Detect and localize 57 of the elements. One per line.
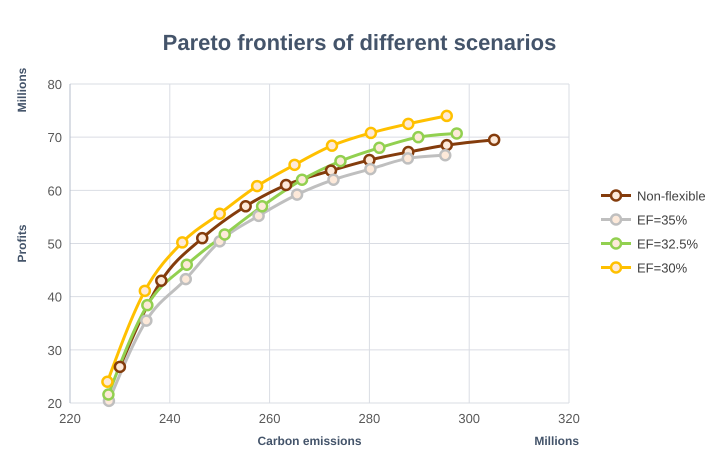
x-axis-title: Carbon emissions: [257, 434, 362, 448]
point: [252, 210, 265, 222]
x-tick-label: 260: [258, 411, 280, 426]
point: [296, 173, 308, 186]
point: [290, 188, 304, 201]
point: [450, 127, 463, 140]
point: [176, 236, 189, 249]
point: [140, 314, 153, 327]
y-tick-label: 20: [48, 396, 62, 411]
point: [440, 110, 453, 122]
point: [138, 284, 152, 298]
point: [439, 148, 452, 162]
x-tick-label: 220: [59, 411, 81, 426]
y-tick-label: 30: [48, 342, 62, 358]
point: [180, 258, 194, 272]
point: [180, 272, 192, 286]
point: [218, 228, 231, 241]
point: [114, 360, 126, 374]
chart-title: Pareto frontiers of different scenarios: [162, 30, 556, 55]
point: [102, 388, 115, 401]
point: [155, 274, 168, 287]
y-tick-label: 50: [48, 236, 62, 252]
x-tick-label: 320: [558, 411, 580, 426]
point: [327, 173, 340, 186]
point: [488, 134, 500, 146]
point: [412, 130, 425, 144]
legend-label: EF=32.5%: [637, 236, 699, 252]
point: [334, 154, 347, 168]
y-tick-label: 70: [48, 130, 62, 146]
legend-label: EF=35%: [637, 212, 688, 228]
point: [213, 207, 226, 220]
point: [326, 139, 338, 152]
point: [373, 142, 386, 154]
point: [256, 200, 268, 213]
text: Millions: [15, 67, 29, 112]
point: [196, 232, 208, 244]
y-tick-label: 40: [48, 290, 62, 305]
point: [440, 138, 453, 152]
point: [288, 158, 301, 172]
point: [101, 375, 114, 388]
point: [280, 178, 292, 192]
point: [364, 126, 378, 140]
point: [141, 298, 154, 312]
legend-label: Non-flexible: [637, 188, 706, 204]
point: [402, 152, 414, 165]
text: Millions: [534, 434, 580, 448]
x-tick-label: 240: [158, 411, 181, 426]
x-tick-label: 300: [458, 411, 480, 426]
y-tick-label: 80: [48, 77, 62, 92]
point: [239, 200, 252, 213]
y-axis-title: Profits: [15, 224, 29, 263]
y-tick-label: 60: [48, 183, 62, 198]
legend-label: EF=30%: [637, 260, 688, 276]
point: [364, 162, 377, 176]
point: [250, 180, 264, 192]
x-tick-label: 280: [358, 411, 380, 426]
point: [402, 118, 415, 130]
